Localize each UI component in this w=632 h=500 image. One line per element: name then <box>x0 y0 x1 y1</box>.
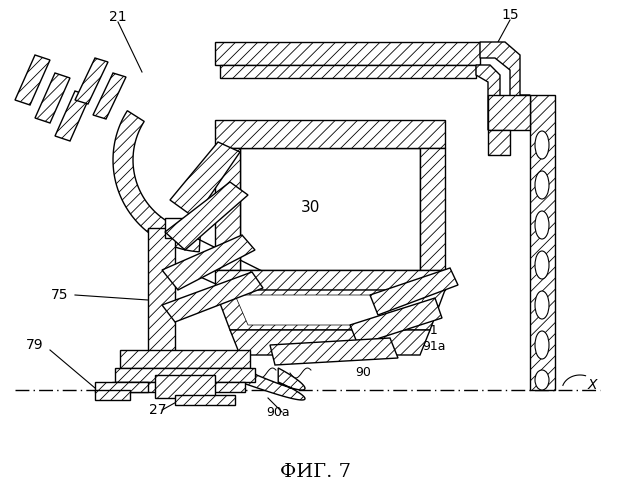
Text: ФИГ. 7: ФИГ. 7 <box>281 463 351 481</box>
Ellipse shape <box>535 131 549 159</box>
Polygon shape <box>350 298 442 345</box>
Polygon shape <box>530 95 555 390</box>
Ellipse shape <box>535 291 549 319</box>
Text: 30: 30 <box>300 200 320 216</box>
Polygon shape <box>240 368 305 400</box>
Polygon shape <box>220 65 476 78</box>
Polygon shape <box>488 95 530 130</box>
Ellipse shape <box>535 211 549 239</box>
Polygon shape <box>476 65 510 130</box>
Polygon shape <box>215 148 240 270</box>
Polygon shape <box>165 218 192 238</box>
Polygon shape <box>162 235 255 290</box>
Polygon shape <box>240 148 420 270</box>
Polygon shape <box>480 42 530 105</box>
Polygon shape <box>230 330 430 355</box>
Ellipse shape <box>535 370 549 390</box>
Polygon shape <box>175 395 235 405</box>
Text: 15: 15 <box>501 8 519 22</box>
Polygon shape <box>112 382 245 392</box>
Polygon shape <box>148 228 175 390</box>
Polygon shape <box>120 350 250 368</box>
Polygon shape <box>235 295 425 325</box>
Ellipse shape <box>535 171 549 199</box>
Polygon shape <box>95 390 130 400</box>
Text: 27: 27 <box>149 403 167 417</box>
Text: 90a: 90a <box>266 406 290 418</box>
Polygon shape <box>115 368 255 382</box>
Polygon shape <box>55 91 90 141</box>
Text: X: X <box>587 378 597 392</box>
Polygon shape <box>170 142 240 218</box>
Text: 91: 91 <box>422 324 438 336</box>
Polygon shape <box>215 120 445 148</box>
Polygon shape <box>270 338 398 365</box>
Ellipse shape <box>535 331 549 359</box>
Polygon shape <box>155 375 215 398</box>
Polygon shape <box>113 110 200 252</box>
Text: 91a: 91a <box>422 340 446 353</box>
Polygon shape <box>488 130 510 155</box>
Polygon shape <box>370 268 458 315</box>
Polygon shape <box>95 382 148 392</box>
Polygon shape <box>215 270 445 290</box>
Text: 79: 79 <box>26 338 44 352</box>
Polygon shape <box>35 73 70 123</box>
Polygon shape <box>165 182 248 250</box>
Ellipse shape <box>535 251 549 279</box>
Text: 75: 75 <box>51 288 69 302</box>
Text: 21: 21 <box>109 10 127 24</box>
Polygon shape <box>215 42 480 65</box>
Polygon shape <box>215 290 445 330</box>
Polygon shape <box>162 272 263 322</box>
Polygon shape <box>420 148 445 270</box>
Polygon shape <box>75 58 108 104</box>
Text: 90: 90 <box>355 366 371 378</box>
Polygon shape <box>93 73 126 119</box>
Polygon shape <box>15 55 50 105</box>
